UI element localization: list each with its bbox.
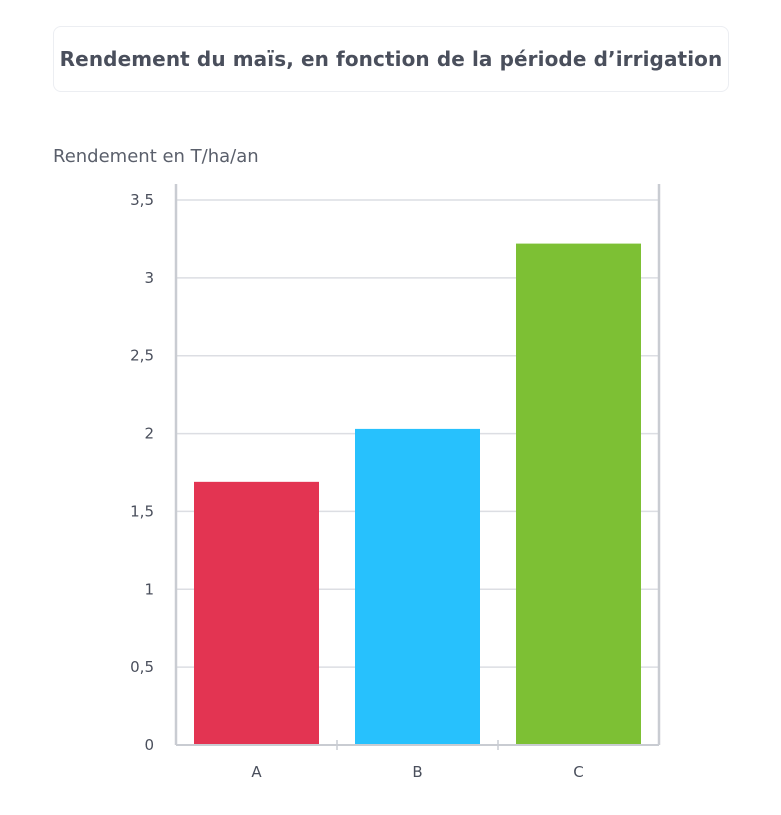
y-tick-label: 1	[144, 580, 154, 598]
y-tick-label: 0	[144, 736, 154, 754]
axes	[174, 184, 661, 750]
x-tick-label: B	[412, 763, 422, 781]
bar-B	[355, 428, 480, 745]
bar-C	[516, 243, 641, 745]
bars	[194, 243, 641, 745]
chart-title-box: Rendement du maïs, en fonction de la pér…	[53, 26, 729, 92]
y-axis-label: Rendement en T/ha/an	[53, 146, 259, 167]
y-tick-label: 0,5	[130, 658, 154, 676]
chart-title: Rendement du maïs, en fonction de la pér…	[59, 47, 723, 71]
y-tick-label: 2	[144, 425, 154, 443]
y-tick-label: 2,5	[130, 347, 154, 365]
bar-A	[194, 481, 319, 745]
x-tick-label: C	[573, 763, 583, 781]
tick-labels: 0 0,5 1 1,5 2 2,5 3 3,5 A B C	[130, 191, 584, 781]
x-tick-label: A	[251, 763, 262, 781]
y-tick-label: 1,5	[130, 502, 154, 520]
y-tick-label: 3	[144, 269, 154, 287]
y-tick-label: 3,5	[130, 191, 154, 209]
